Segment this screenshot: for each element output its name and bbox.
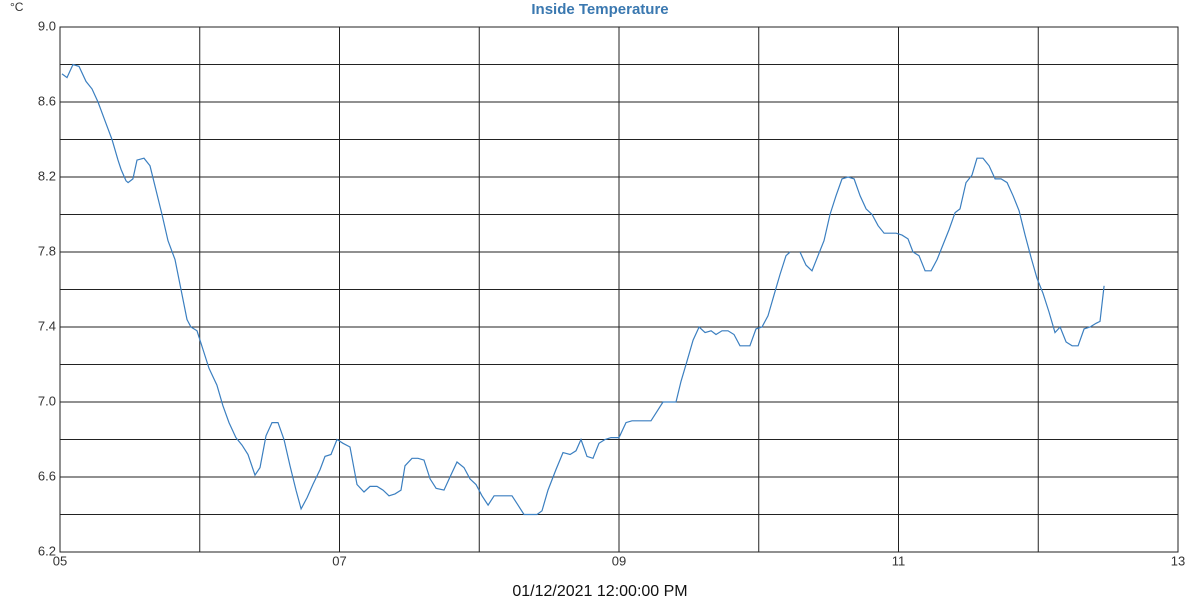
- line: [61, 63, 791, 516]
- chart-title: Inside Temperature: [531, 1, 668, 18]
- y-tick-label: 8.6: [38, 93, 56, 108]
- y-unit: °C: [10, 0, 24, 14]
- x-tick-label: 13: [1171, 553, 1185, 568]
- y-tick-label: 8.2: [38, 168, 56, 183]
- y-tick-label: 7.8: [38, 243, 56, 258]
- line: [799, 157, 1105, 347]
- x-axis-label: 01/12/2021 12:00:00 PM: [512, 583, 687, 600]
- y-tick-label: 7.4: [38, 318, 56, 333]
- x-tick-label: 05: [53, 553, 67, 568]
- y-tick-label: 6.2: [38, 543, 56, 558]
- x-tick-label: 09: [612, 553, 626, 568]
- x-tick-label: 07: [332, 553, 346, 568]
- y-tick-label: 9.0: [38, 18, 56, 33]
- x-tick-label: 11: [892, 553, 906, 568]
- y-tick-label: 6.6: [38, 468, 56, 483]
- plot-border: [59, 26, 1179, 553]
- y-tick-label: 7.0: [38, 393, 56, 408]
